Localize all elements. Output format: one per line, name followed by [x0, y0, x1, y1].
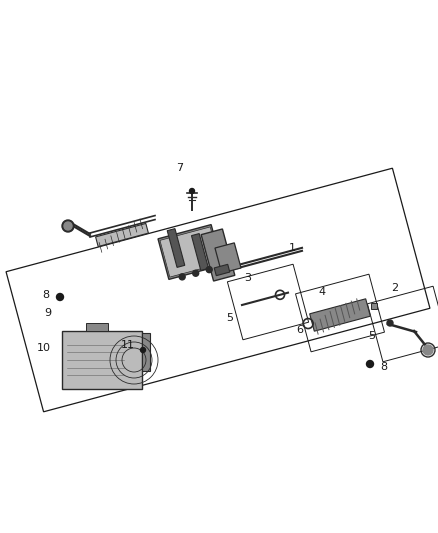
Text: 5: 5 [226, 313, 233, 323]
Circle shape [423, 345, 433, 355]
Text: 6: 6 [297, 325, 304, 335]
Polygon shape [160, 227, 220, 277]
Polygon shape [371, 303, 377, 309]
Circle shape [206, 266, 212, 272]
Polygon shape [191, 233, 208, 270]
Polygon shape [201, 229, 235, 281]
Text: 10: 10 [37, 343, 51, 353]
Text: 11: 11 [121, 340, 135, 350]
Text: 7: 7 [177, 163, 184, 173]
Circle shape [193, 270, 199, 276]
Text: 8: 8 [381, 362, 388, 372]
Circle shape [179, 274, 185, 280]
Text: 9: 9 [44, 308, 52, 318]
Circle shape [57, 294, 64, 301]
Polygon shape [158, 224, 222, 279]
Text: 5: 5 [368, 331, 375, 341]
Text: 2: 2 [392, 283, 399, 293]
Polygon shape [95, 223, 148, 247]
Polygon shape [142, 333, 150, 371]
Circle shape [387, 320, 393, 326]
Polygon shape [62, 331, 142, 389]
Polygon shape [86, 323, 108, 331]
Text: 4: 4 [318, 287, 325, 297]
Polygon shape [310, 299, 371, 331]
Circle shape [62, 220, 74, 232]
Circle shape [141, 348, 145, 352]
Circle shape [64, 222, 72, 230]
Text: 1: 1 [289, 243, 296, 253]
Polygon shape [214, 264, 230, 276]
Text: 3: 3 [244, 273, 251, 283]
Polygon shape [167, 229, 185, 268]
Circle shape [367, 360, 374, 367]
Polygon shape [215, 243, 241, 273]
Text: 8: 8 [42, 290, 49, 300]
Circle shape [190, 189, 194, 193]
